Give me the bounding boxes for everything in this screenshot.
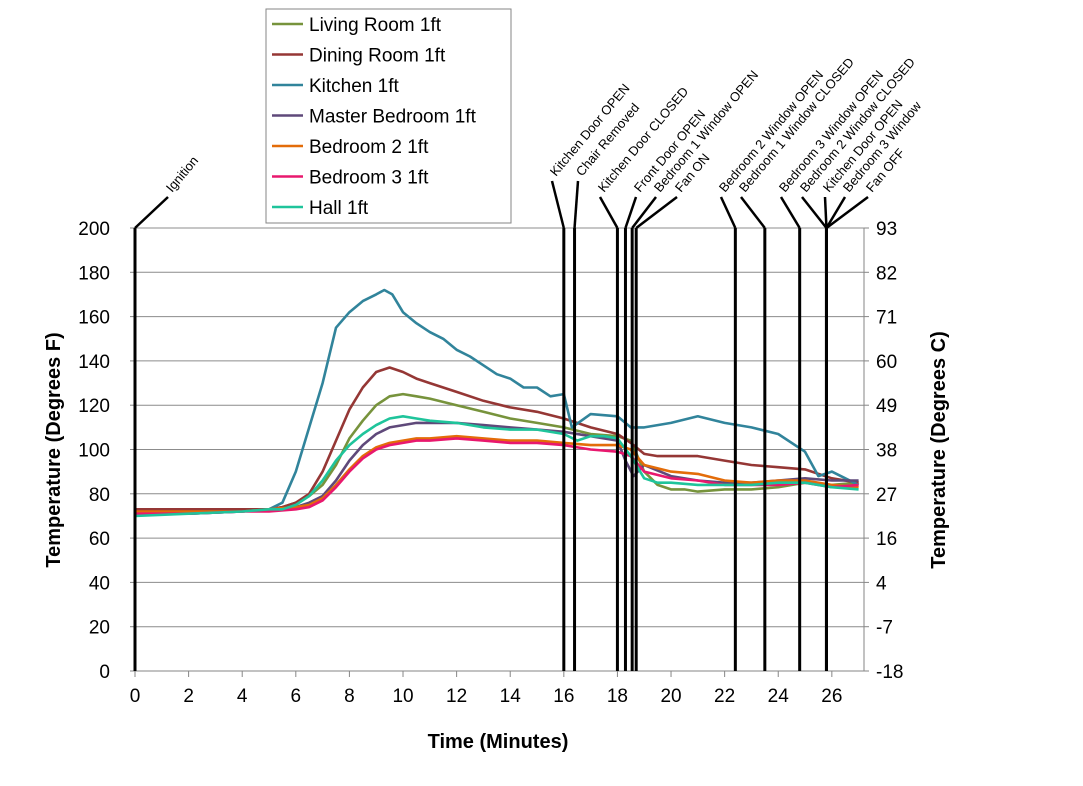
y2-tick-label: 71 <box>876 308 897 329</box>
legend-entry: Living Room 1ft <box>309 15 442 36</box>
legend-entry: Bedroom 3 1ft <box>309 168 429 189</box>
series-lines <box>134 288 860 518</box>
x-tick-label: 2 <box>183 686 194 707</box>
event-label: Ignition <box>163 153 201 195</box>
event-leader <box>635 196 678 229</box>
y2-tick-label: 60 <box>876 352 897 373</box>
legend-box <box>265 8 512 224</box>
y-axis-title: Temperature (Degrees F) <box>43 332 65 567</box>
legend-entry: Kitchen 1ft <box>309 76 399 97</box>
series-line <box>135 366 859 511</box>
y-tick-label: 80 <box>89 485 110 506</box>
event-leader <box>779 196 801 229</box>
legend-entry: Dining Room 1ft <box>309 46 446 67</box>
event-leader <box>719 196 737 229</box>
y2-tick-label: 27 <box>876 485 897 506</box>
y-tick-label: 40 <box>89 573 110 594</box>
x-tick-label: 10 <box>392 686 413 707</box>
y2-tick-label: -18 <box>876 662 903 683</box>
x-tick-label: 6 <box>291 686 302 707</box>
y-tick-label: 200 <box>78 219 110 240</box>
x-tick-label: 8 <box>344 686 355 707</box>
x-tick-label: 26 <box>821 686 842 707</box>
event-leader <box>573 180 580 229</box>
legend: Living Room 1ft Dining Room 1ft Kitchen 1f… <box>265 8 512 224</box>
legend-entry: Bedroom 2 1ft <box>309 137 429 158</box>
series-line <box>134 415 859 518</box>
y-tick-label: 60 <box>89 529 110 550</box>
series-line <box>135 288 860 515</box>
x-tick-label: 12 <box>446 686 467 707</box>
y-tick-label: 120 <box>78 396 110 417</box>
event-leader <box>825 196 847 229</box>
y2-tick-label: -7 <box>876 618 893 639</box>
event-leader <box>631 196 657 229</box>
y2-tick-label: 93 <box>876 219 897 240</box>
event-leader <box>134 196 169 229</box>
y2-tick-label: 16 <box>876 529 897 550</box>
legend-entry: Master Bedroom 1ft <box>309 107 477 128</box>
y-tick-label: 180 <box>78 263 110 284</box>
y2-tick-label: 49 <box>876 396 897 417</box>
x-tick-label: 0 <box>130 686 141 707</box>
y-tick-label: 100 <box>78 441 110 462</box>
y2-axis-title: Temperature (Degrees C) <box>928 331 950 568</box>
x-tick-label: 20 <box>660 686 681 707</box>
legend-entry: Hall 1ft <box>309 198 369 219</box>
x-tick-label: 18 <box>607 686 628 707</box>
series-line <box>135 421 859 515</box>
y-tick-label: 0 <box>99 662 110 683</box>
y2-tick-label: 4 <box>876 573 887 594</box>
y-tick-label: 160 <box>78 308 110 329</box>
event-leader <box>825 195 869 230</box>
event-leader <box>550 180 566 229</box>
series-line <box>135 434 859 513</box>
event-leader <box>624 196 638 229</box>
y2-tick-label: 82 <box>876 263 897 284</box>
y-tick-label: 140 <box>78 352 110 373</box>
x-axis-title: Time (Minutes) <box>428 731 569 753</box>
event-leader <box>801 196 828 229</box>
y-tick-label: 20 <box>89 618 110 639</box>
event-leader <box>823 196 828 229</box>
y2-tick-label: 38 <box>876 441 897 462</box>
x-tick-label: 24 <box>768 686 790 707</box>
x-tick-label: 4 <box>237 686 248 707</box>
event-leader <box>598 196 619 229</box>
event-leader <box>740 196 766 229</box>
x-tick-label: 22 <box>714 686 735 707</box>
x-tick-label: 16 <box>553 686 574 707</box>
x-tick-label: 14 <box>500 686 522 707</box>
